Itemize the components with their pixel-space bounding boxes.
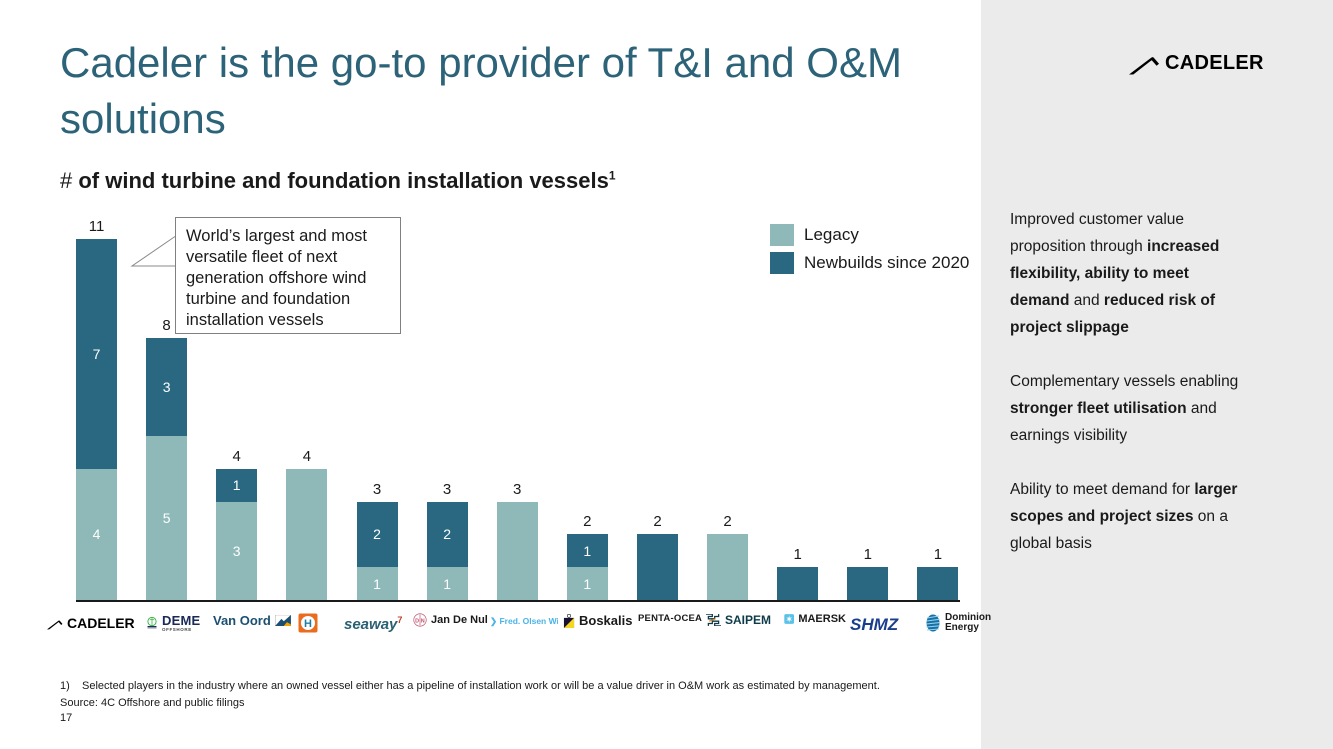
svg-text:D: D bbox=[415, 618, 419, 624]
svg-text:N: N bbox=[421, 618, 425, 624]
svg-text:H: H bbox=[304, 618, 312, 630]
